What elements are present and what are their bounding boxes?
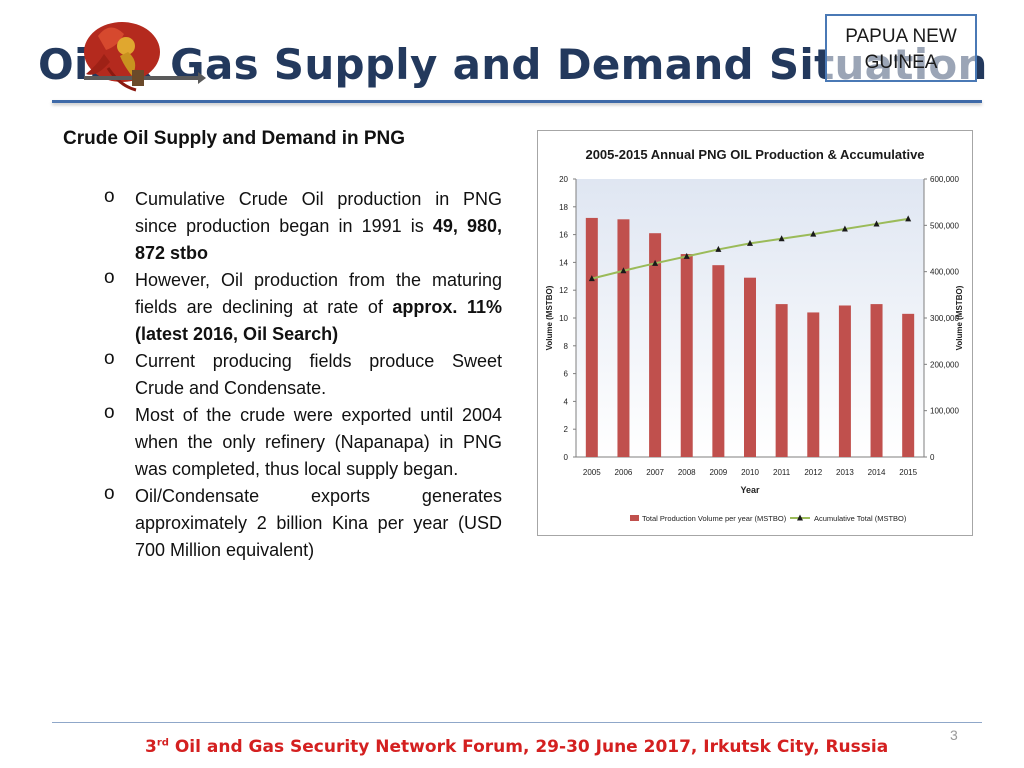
x-tick-label: 2009 — [709, 468, 727, 477]
cumulative-point-2012 — [810, 230, 817, 237]
x-tick-label: 2011 — [773, 468, 791, 477]
bullet-item: o Cumulative Crude Oil production in PNG … — [102, 186, 502, 267]
bar-2010 — [744, 277, 756, 457]
y-tick-label: 20 — [559, 175, 568, 184]
y2-tick-label: 100,000 — [930, 407, 959, 416]
bullet-marker: o — [104, 348, 115, 369]
x-tick-label: 2008 — [678, 468, 696, 477]
y-axis-label: Volume (MSTBO) — [545, 285, 554, 350]
legend-bar-label: Total Production Volume per year (MSTBO) — [642, 514, 787, 523]
x-tick-label: 2015 — [899, 468, 917, 477]
bar-2006 — [617, 219, 630, 457]
bullet-text: Oil/Condensate exports generates approxi… — [135, 486, 502, 560]
bullet-item: o Current producing fields produce Sweet … — [102, 348, 502, 402]
y2-tick-label: 200,000 — [930, 360, 959, 369]
cumulative-point-2006 — [620, 267, 627, 274]
footer-ordinal: 3 — [145, 737, 157, 757]
bullet-item: o Oil/Condensate exports generates approx… — [102, 483, 502, 564]
legend-bar-swatch — [630, 515, 639, 521]
cumulative-point-2009 — [715, 245, 722, 252]
chart-title: 2005-2015 Annual PNG OIL Production & Ac… — [585, 147, 924, 162]
bullet-marker: o — [104, 267, 115, 288]
y-tick-label: 0 — [564, 453, 569, 462]
y-tick-label: 12 — [559, 286, 568, 295]
x-tick-label: 2007 — [646, 468, 664, 477]
country-line-2: GUINEA — [864, 52, 938, 73]
page-number: 3 — [950, 727, 958, 743]
footer-divider — [52, 722, 982, 723]
cumulative-point-2010 — [747, 239, 753, 246]
y-tick-label: 8 — [564, 342, 569, 351]
cumulative-point-2014 — [873, 220, 880, 227]
y2-tick-label: 600,000 — [930, 175, 959, 184]
bullet-marker: o — [104, 483, 115, 504]
section-heading: Crude Oil Supply and Demand in PNG — [63, 128, 406, 149]
bar-2007 — [649, 233, 662, 457]
x-tick-label: 2006 — [615, 468, 633, 477]
y2-tick-label: 0 — [930, 453, 935, 462]
country-line-1: PAPUA NEW — [845, 26, 957, 47]
footer-ordinal-suffix: rd — [156, 737, 169, 749]
footer-event-text: 3rd Oil and Gas Security Network Forum, … — [145, 737, 888, 757]
y2-tick-label: 500,000 — [930, 221, 959, 230]
cumulative-point-2007 — [652, 259, 659, 266]
y2-tick-label: 400,000 — [930, 268, 959, 277]
bar-2011 — [775, 304, 788, 457]
y-tick-label: 18 — [559, 203, 568, 212]
legend-line-marker — [797, 514, 803, 521]
bar-2005 — [585, 217, 598, 457]
bullet-emphasis: 49, 980, 872 stbo — [135, 216, 502, 263]
national-emblem-icon — [84, 22, 206, 92]
bar-2012 — [807, 312, 820, 457]
y-tick-label: 14 — [559, 258, 568, 267]
x-tick-label: 2005 — [583, 468, 601, 477]
y-tick-label: 6 — [564, 370, 569, 379]
bar-2009 — [712, 265, 725, 457]
x-tick-label: 2012 — [804, 468, 822, 477]
y-tick-label: 4 — [564, 397, 569, 406]
footer-text: Oil and Gas Security Network Forum, 29-3… — [168, 737, 889, 757]
cumulative-point-2015 — [905, 215, 912, 222]
title-divider — [52, 100, 982, 103]
bar-2008 — [680, 254, 693, 457]
chart-svg: 2005-2015 Annual PNG OIL Production & Ac… — [545, 147, 964, 523]
bullet-text: Current producing fields produce Sweet C… — [135, 351, 502, 398]
bar-2014 — [870, 304, 883, 457]
bullet-text: However, Oil production from the maturin… — [135, 270, 502, 317]
bullet-marker: o — [104, 402, 115, 423]
bullet-text: Cumulative Crude Oil production in PNG s… — [135, 189, 502, 236]
bar-2015 — [902, 313, 915, 457]
bar-2013 — [838, 305, 851, 457]
bullet-text: Most of the crude were exported until 20… — [135, 405, 502, 479]
x-axis-label: Year — [740, 485, 760, 495]
y2-tick-label: 300,000 — [930, 314, 959, 323]
x-tick-label: 2014 — [868, 468, 886, 477]
y-tick-label: 10 — [559, 314, 568, 323]
country-label-box: PAPUA NEW GUINEA — [825, 14, 977, 82]
bullet-marker: o — [104, 186, 115, 207]
production-chart: 2005-2015 Annual PNG OIL Production & Ac… — [537, 130, 973, 536]
cumulative-point-2008 — [683, 252, 690, 259]
legend-line-label: Acumulative Total (MSTBO) — [814, 514, 907, 523]
y-tick-label: 2 — [564, 425, 569, 434]
bullet-list: o Cumulative Crude Oil production in PNG … — [102, 186, 502, 564]
x-tick-label: 2010 — [741, 468, 759, 477]
bullet-item: o However, Oil production from the maturi… — [102, 267, 502, 348]
bullet-emphasis: approx. 11% (latest 2016, Oil Search) — [135, 297, 502, 344]
cumulative-point-2011 — [778, 235, 785, 242]
cumulative-point-2013 — [841, 225, 848, 232]
y2-axis-label: Volume (MSTBO) — [955, 285, 964, 350]
y-tick-label: 16 — [559, 231, 568, 240]
bullet-item: o Most of the crude were exported until 2… — [102, 402, 502, 483]
x-tick-label: 2013 — [836, 468, 854, 477]
cumulative-point-2005 — [588, 275, 595, 282]
